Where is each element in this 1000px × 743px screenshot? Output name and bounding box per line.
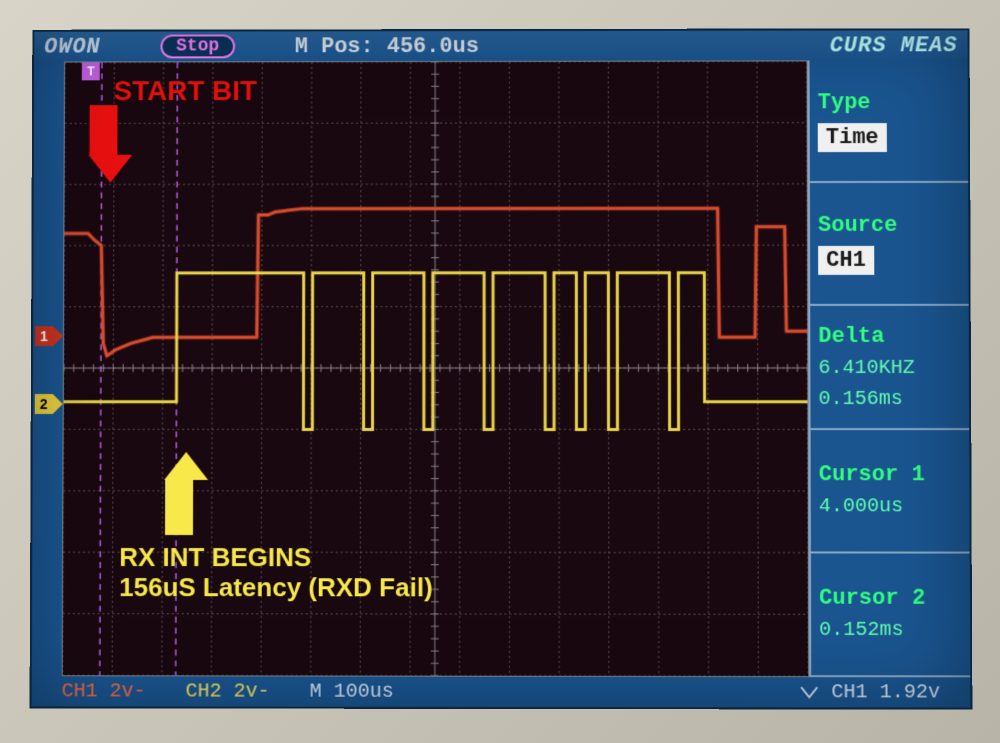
brand-label: OWON bbox=[44, 34, 101, 59]
type-label: Type bbox=[818, 90, 960, 115]
delta-time: 0.156ms bbox=[818, 387, 961, 410]
rx-int-arrow-icon bbox=[164, 452, 194, 535]
trigger-readout: CH1 1.92v bbox=[799, 681, 940, 704]
main-area: 1 2 T START BIT RX INT BEGINS 156uS Late… bbox=[32, 60, 970, 677]
timebase-readout: M 100us bbox=[310, 680, 394, 703]
cursor2-label: Cursor 2 bbox=[819, 586, 962, 611]
source-label: Source bbox=[818, 213, 960, 238]
delta-freq: 6.410KHZ bbox=[818, 356, 961, 379]
cursor-measure-title: CURS MEAS bbox=[830, 33, 958, 58]
cursor2-value: 0.152ms bbox=[819, 619, 962, 642]
cursor1-value: 4.000us bbox=[819, 495, 962, 518]
source-value: CH1 bbox=[818, 246, 874, 275]
ch2-zero-marker[interactable]: 2 bbox=[35, 394, 53, 414]
oscilloscope-screen: OWON Stop M Pos: 456.0us CURS MEAS 1 2 T… bbox=[30, 28, 973, 709]
start-bit-arrow-icon bbox=[88, 106, 118, 184]
delta-label: Delta bbox=[818, 323, 961, 348]
m-position-readout: M Pos: 456.0us bbox=[295, 34, 479, 59]
trigger-edge-icon bbox=[799, 685, 819, 699]
side-cursor2[interactable]: Cursor 2 0.152ms bbox=[809, 553, 970, 677]
side-panel: Type Time Source CH1 Delta 6.410KHZ 0.15… bbox=[808, 60, 971, 677]
ch1-zero-marker[interactable]: 1 bbox=[35, 326, 53, 346]
run-stop-badge[interactable]: Stop bbox=[160, 34, 235, 58]
side-source[interactable]: Source CH1 bbox=[808, 183, 969, 306]
bottom-bar: CH1 2v- CH2 2v- M 100us CH1 1.92v bbox=[32, 676, 971, 707]
trigger-position-marker[interactable]: T bbox=[82, 62, 100, 80]
top-bar: OWON Stop M Pos: 456.0us CURS MEAS bbox=[34, 30, 967, 61]
plot-svg bbox=[63, 61, 809, 676]
trigger-level: CH1 1.92v bbox=[831, 681, 940, 704]
side-delta[interactable]: Delta 6.410KHZ 0.156ms bbox=[808, 306, 969, 429]
left-gutter: 1 2 bbox=[32, 62, 64, 677]
side-type[interactable]: Type Time bbox=[808, 60, 969, 183]
ch1-scale-readout: CH1 2v- bbox=[62, 680, 146, 703]
waveform-plot[interactable]: T START BIT RX INT BEGINS 156uS Latency … bbox=[62, 60, 810, 677]
ch2-scale-readout: CH2 2v- bbox=[186, 680, 270, 703]
side-cursor1[interactable]: Cursor 1 4.000us bbox=[809, 430, 970, 554]
cursor1-label: Cursor 1 bbox=[819, 462, 962, 487]
type-value: Time bbox=[818, 123, 887, 152]
